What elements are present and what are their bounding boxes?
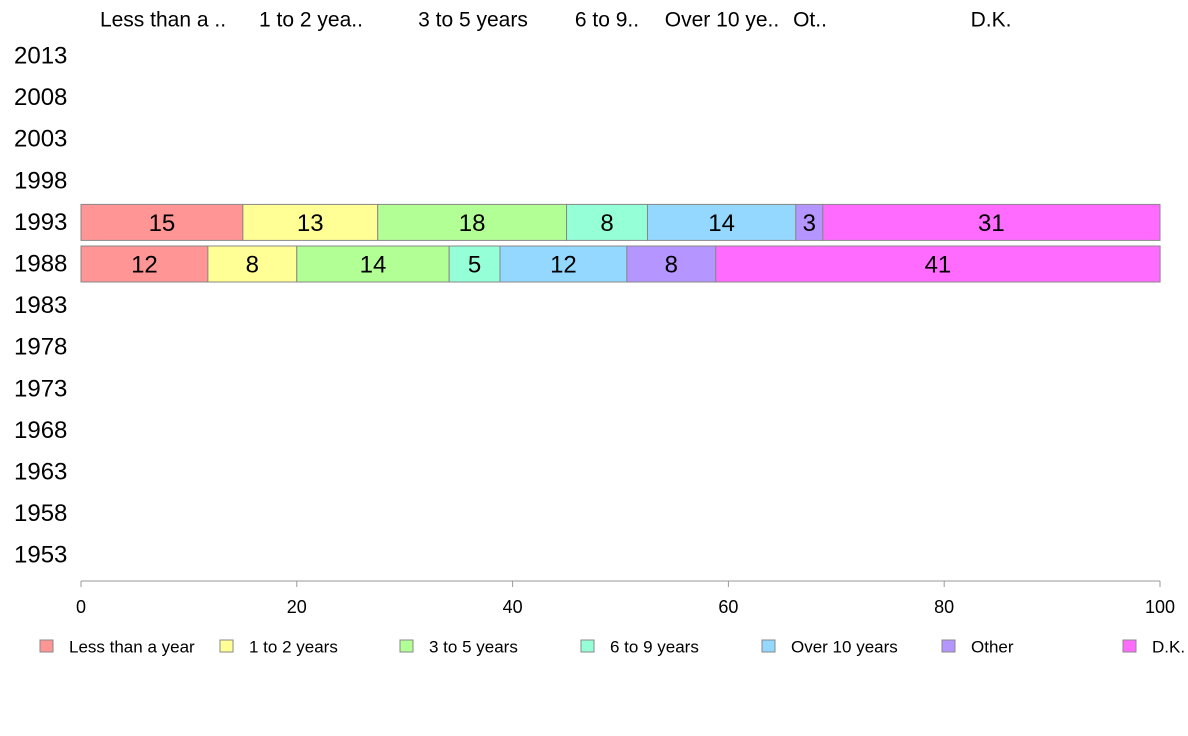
legend-label: 1 to 2 years [249,638,338,657]
x-tick-label: 80 [934,597,954,617]
x-tick-label: 20 [287,597,307,617]
data-label: 18 [459,210,486,237]
data-label: 15 [149,210,176,237]
legend-label: Over 10 years [791,638,898,657]
data-label: 8 [246,252,259,279]
category-header: D.K. [971,9,1012,32]
legend-swatch [1122,639,1137,653]
legend-swatch [399,639,414,653]
legend-swatch [580,639,595,653]
data-label: 8 [665,252,678,279]
year-label: 1983 [14,292,67,319]
bar-segment [822,203,1161,241]
data-label: 14 [360,252,387,279]
data-label: 5 [468,252,481,279]
year-label: 1978 [14,334,67,361]
legend-swatch [219,639,234,653]
year-label: 2003 [14,126,67,153]
year-label: 1973 [14,375,67,402]
data-label: 12 [131,252,158,279]
bar-segment [80,203,244,241]
bar-segment [715,245,1161,283]
x-tick-label: 0 [76,597,86,617]
year-label: 1968 [14,417,67,444]
x-tick-label: 60 [718,597,738,617]
legend-swatch [39,639,54,653]
legend-label: 6 to 9 years [610,638,699,657]
category-header: Ot.. [793,9,827,32]
year-label: 2013 [14,43,67,70]
category-header: 3 to 5 years [418,9,528,32]
year-label: 2008 [14,84,67,111]
data-label: 41 [925,252,952,279]
legend-swatch [941,639,956,653]
data-label: 31 [978,210,1005,237]
bar-segment [646,203,797,241]
legend-label: D.K. [1152,638,1185,657]
data-label: 12 [550,252,577,279]
category-header: Less than a .. [100,9,226,32]
year-label: 1958 [14,500,67,527]
data-label: 14 [708,210,735,237]
bar-segment [296,245,450,283]
bar-segment [499,245,628,283]
legend-label: Other [971,638,1014,657]
data-label: 13 [297,210,324,237]
legend-label: Less than a year [69,638,195,657]
bar-segment [377,203,568,241]
year-label: 1953 [14,542,67,569]
year-label: 1963 [14,459,67,486]
x-tick-label: 100 [1145,597,1175,617]
category-header: Over 10 ye.. [665,9,779,32]
bar-segment [626,245,717,283]
category-header: 1 to 2 yea.. [259,9,363,32]
data-label: 8 [600,210,613,237]
year-label: 1988 [14,251,67,278]
category-header: 6 to 9.. [575,9,639,32]
data-label: 3 [803,210,816,237]
bar-segment [207,245,298,283]
legend-label: 3 to 5 years [429,638,518,657]
year-label: 1993 [14,209,67,236]
bar-segment [242,203,379,241]
year-label: 1998 [14,167,67,194]
legend-swatch [761,639,776,653]
bar-segment [795,203,824,241]
bar-segment [80,245,209,283]
x-tick-label: 40 [503,597,523,617]
